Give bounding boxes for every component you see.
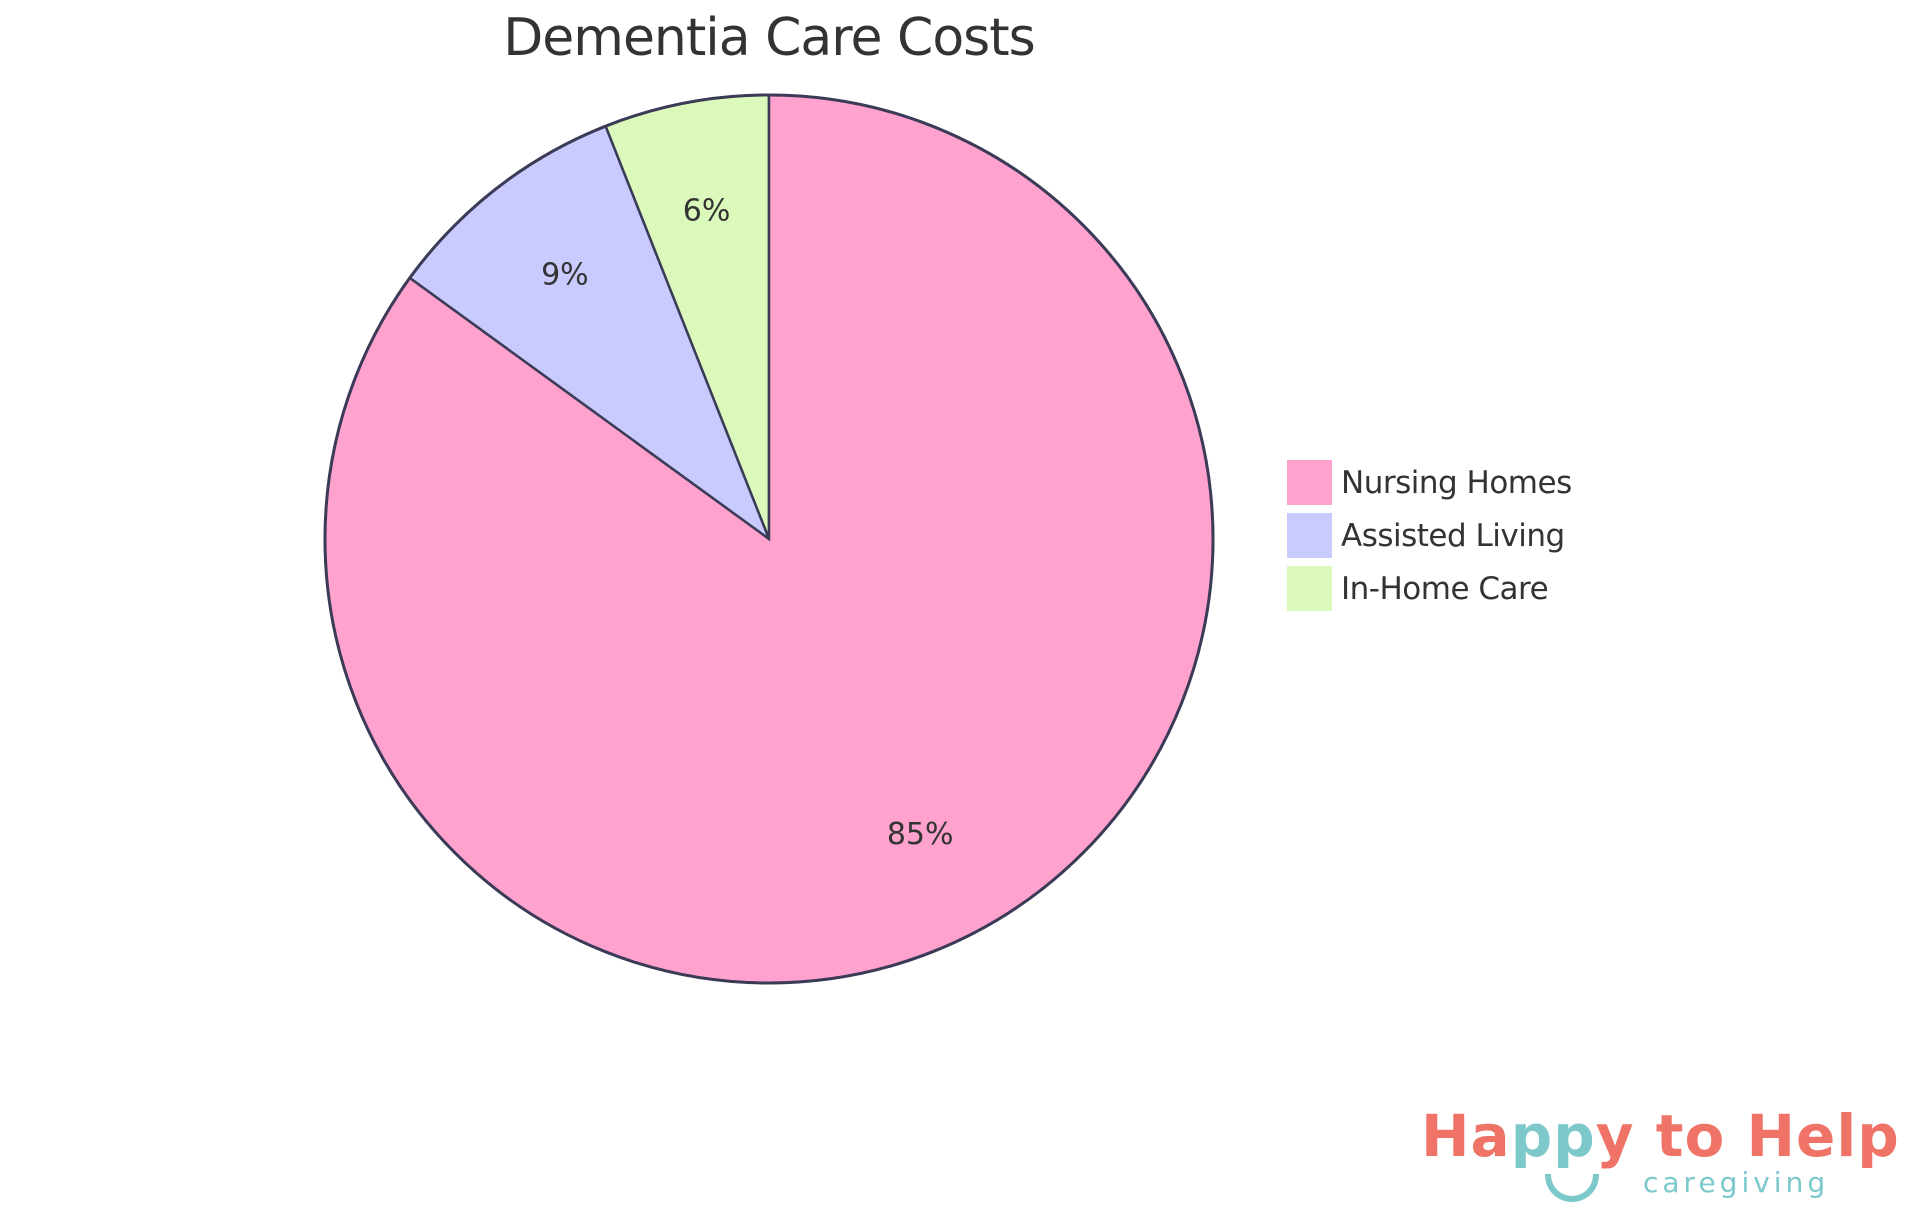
logo-wordmark: Happy to Help [1421,1102,1900,1170]
smile-icon [1545,1174,1599,1202]
legend-label: Assisted Living [1341,517,1565,554]
logo-text-rest: y to Help [1595,1102,1900,1170]
legend-swatch [1287,513,1332,558]
legend-label: Nursing Homes [1341,464,1572,501]
chart-title: Dementia Care Costs [503,8,1036,68]
logo-text-ha: Ha [1421,1102,1511,1170]
legend: Nursing Homes Assisted Living In-Home Ca… [1287,460,1572,619]
logo-text-pp: pp [1510,1102,1596,1170]
slice-percent-label: 6% [683,193,731,228]
legend-label: In-Home Care [1341,570,1549,607]
logo-subtitle: caregiving [1643,1166,1830,1199]
pie-outline [323,93,1215,985]
legend-item-nursing-homes: Nursing Homes [1287,460,1572,505]
happy-to-help-logo: Happy to Help caregiving [1421,1102,1901,1212]
legend-item-assisted-living: Assisted Living [1287,513,1572,558]
legend-swatch [1287,566,1332,611]
legend-swatch [1287,460,1332,505]
slice-percent-label: 9% [541,257,589,292]
slice-percent-label: 85% [887,817,954,852]
legend-item-in-home-care: In-Home Care [1287,566,1572,611]
